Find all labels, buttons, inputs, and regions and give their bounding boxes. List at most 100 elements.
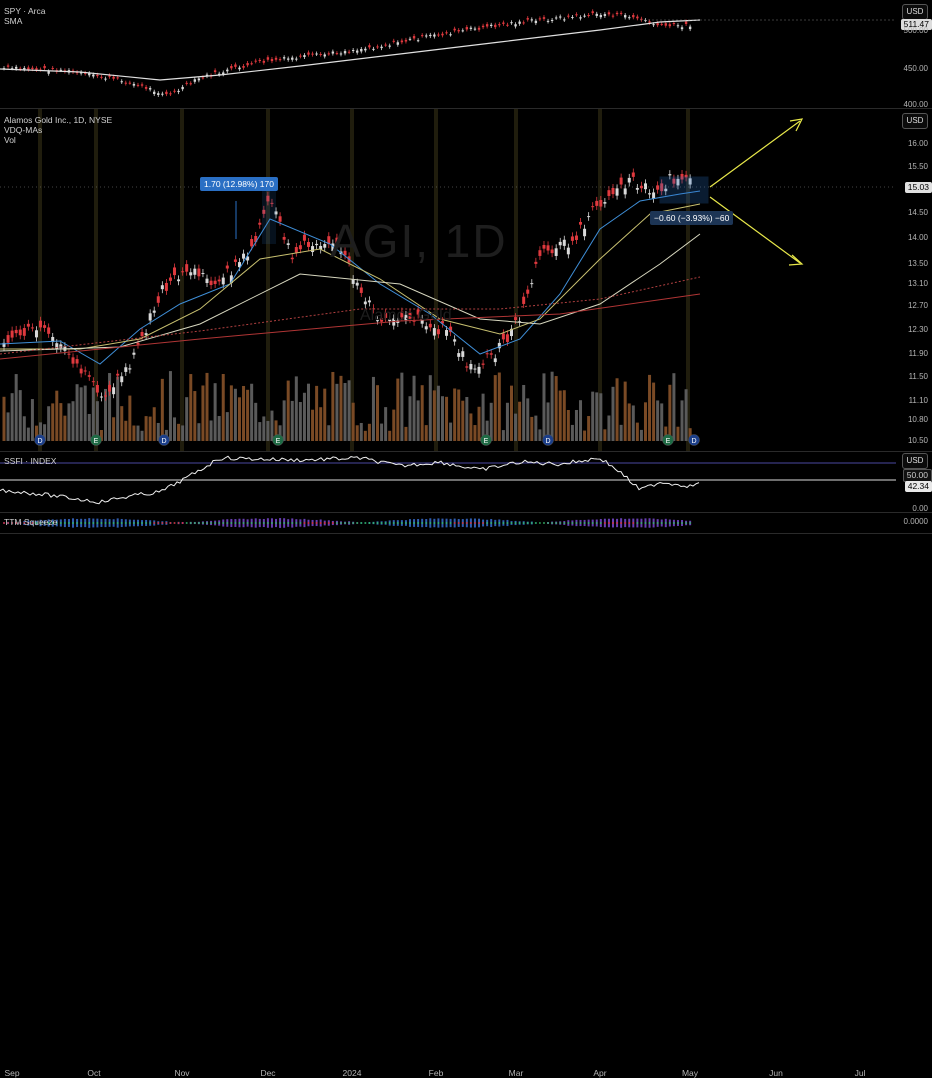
volume-bar xyxy=(372,377,375,441)
candle xyxy=(27,324,30,327)
candle xyxy=(153,311,156,313)
spy-candle xyxy=(498,24,500,25)
spy-candle xyxy=(181,87,183,89)
candle xyxy=(210,281,213,285)
ttm-squeeze-dot xyxy=(194,522,196,524)
spy-candle xyxy=(315,54,317,55)
ttm-squeeze-dot xyxy=(389,522,391,524)
candle xyxy=(76,359,79,363)
marker-letter: E xyxy=(94,438,99,445)
spy-candle xyxy=(336,53,338,54)
volume-bar xyxy=(453,388,456,441)
volume-bar xyxy=(189,374,192,441)
ttm-squeeze-dot xyxy=(559,522,561,524)
spy-candle xyxy=(421,35,423,36)
volume-bar xyxy=(214,383,217,441)
spy-pane[interactable]: SPY · Arca SMA xyxy=(0,0,896,108)
ttm-histogram[interactable] xyxy=(0,513,896,533)
spy-candle xyxy=(462,30,464,31)
ttm-squeeze-dot xyxy=(620,522,622,524)
spy-ylabel-450: 450.00 xyxy=(904,64,928,73)
candle xyxy=(591,206,594,207)
spy-candle xyxy=(27,67,29,69)
spy-candle xyxy=(563,19,565,20)
spy-price-scale[interactable]: USD 511.47 500.00 450.00 400.00 xyxy=(896,0,932,108)
candle xyxy=(425,326,428,329)
ssfi-scale[interactable]: USD 50.00 42.34 0.00 xyxy=(896,452,932,512)
spy-candle xyxy=(665,23,667,25)
spy-candle xyxy=(279,59,281,60)
volume-bar xyxy=(287,381,290,441)
ttm-legend[interactable]: TTM Squeeze xyxy=(4,517,57,527)
spy-price-chart[interactable] xyxy=(0,0,896,108)
volume-bar xyxy=(404,427,407,441)
ttm-squeeze-dot xyxy=(588,522,590,524)
candle xyxy=(567,248,570,255)
volume-bar xyxy=(652,383,655,441)
volume-bar xyxy=(149,417,152,441)
volume-bar xyxy=(542,373,545,441)
volume-bar xyxy=(441,396,444,441)
ttm-squeeze-dot xyxy=(344,522,346,524)
ttm-squeeze-dot xyxy=(482,522,484,524)
spy-currency-button[interactable]: USD xyxy=(902,4,928,20)
candle xyxy=(603,202,606,204)
ttm-squeeze-dot xyxy=(636,522,638,524)
ttm-squeeze-dot xyxy=(304,522,306,524)
spy-candle xyxy=(259,60,261,61)
volume-bar xyxy=(80,387,83,441)
volume-bar xyxy=(599,393,602,441)
spy-candle xyxy=(401,41,403,43)
ssfi-legend[interactable]: SSFI · INDEX xyxy=(4,456,56,466)
spy-candle xyxy=(129,83,131,84)
main-ylabel: 16.00 xyxy=(908,139,928,148)
candle xyxy=(461,351,464,357)
ttm-squeeze-dot xyxy=(385,522,387,524)
ssfi-currency-button[interactable]: USD xyxy=(902,453,928,469)
volume-bar xyxy=(490,403,493,441)
volume-bar xyxy=(7,412,10,441)
volume-bar xyxy=(193,391,196,441)
spy-candle xyxy=(352,50,354,51)
spy-candle xyxy=(380,47,382,48)
main-price-scale[interactable]: USD 16.00 15.50 15.03 14.50 14.00 13.50 … xyxy=(896,109,932,451)
measure-up-label[interactable]: 1.70 (12.98%) 170 xyxy=(200,177,278,191)
vdq-mas-label[interactable]: VDQ-MAs xyxy=(4,125,112,135)
spy-candle xyxy=(583,16,585,17)
ssfi-line-chart[interactable] xyxy=(0,452,896,512)
candle xyxy=(226,266,229,269)
marker-letter: E xyxy=(666,438,671,445)
main-symbol-label[interactable]: Alamos Gold Inc., 1D, NYSE xyxy=(4,115,112,125)
main-ylabel: 11.90 xyxy=(909,349,928,358)
candle xyxy=(96,385,99,393)
volume-bar xyxy=(559,391,562,441)
volume-label[interactable]: Vol xyxy=(4,135,112,145)
volume-bar xyxy=(571,425,574,441)
volume-bar xyxy=(685,389,688,441)
time-axis[interactable]: Sep Oct Nov Dec 2024 Feb Mar Apr May Jun… xyxy=(0,533,932,550)
ttm-squeeze-dot xyxy=(312,522,314,524)
ttm-squeeze-dot xyxy=(409,522,411,524)
candle xyxy=(534,262,537,264)
candle xyxy=(258,223,261,225)
ttm-squeeze-dot xyxy=(397,522,399,524)
candle xyxy=(141,332,144,336)
ttm-scale[interactable]: 0.0000 xyxy=(896,513,932,533)
spy-candle xyxy=(567,16,569,17)
spy-candle xyxy=(226,70,228,72)
measure-down-label[interactable]: −0.60 (−3.93%) −60 xyxy=(650,211,733,225)
ttm-squeeze-dot xyxy=(373,522,375,524)
ttm-squeeze-dot xyxy=(494,522,496,524)
volume-bar xyxy=(141,431,144,441)
main-last-price: 15.03 xyxy=(905,182,932,193)
ssfi-pane[interactable]: SSFI · INDEX xyxy=(0,452,896,512)
spy-symbol-label[interactable]: SPY · Arca xyxy=(4,6,45,16)
candle xyxy=(465,366,468,367)
volume-bar xyxy=(607,416,610,441)
main-currency-button[interactable]: USD xyxy=(902,113,928,129)
volume-bar xyxy=(518,402,521,441)
ttm-pane[interactable]: TTM Squeeze xyxy=(0,513,896,533)
spy-sma-label[interactable]: SMA xyxy=(4,16,45,26)
